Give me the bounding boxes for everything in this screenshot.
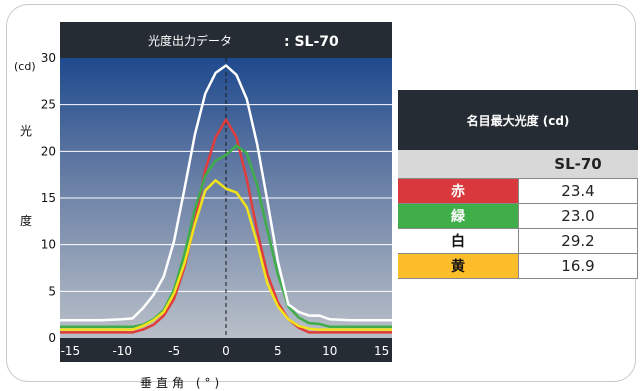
x-tick-label: 0	[222, 344, 230, 358]
color-name-cell: 白	[398, 229, 518, 253]
chart-title-bar	[60, 22, 392, 58]
x-tick-label: -15	[61, 344, 81, 358]
table-row: 緑 23.0	[398, 204, 638, 229]
y-axis-title-char: 度	[19, 214, 32, 228]
y-unit-label: (cd)	[14, 60, 36, 73]
y-tick-label: 30	[41, 51, 56, 65]
intensity-value-cell: 23.0	[518, 204, 638, 228]
y-axis-title-char: 光	[19, 124, 32, 138]
series-line-赤	[60, 118, 392, 334]
table-model: SL-70	[554, 155, 602, 173]
x-tick-label: 10	[322, 344, 337, 358]
table-row: 黄 16.9	[398, 254, 638, 279]
intensity-value-cell: 23.4	[518, 179, 638, 203]
chart-title: 光度出力データ	[148, 33, 232, 48]
y-tick-label: 10	[41, 238, 56, 252]
y-tick-label: 5	[48, 284, 56, 298]
x-tick-label: 15	[374, 344, 389, 358]
series-line-黄	[60, 179, 392, 331]
x-axis-bar	[60, 338, 392, 362]
table-subheader-blank	[398, 150, 518, 178]
table-header: 名目最大光度 (cd)	[398, 90, 638, 150]
y-tick-label: 0	[48, 331, 56, 345]
y-tick-label: 25	[41, 98, 56, 112]
chart-model: : SL-70	[284, 34, 339, 50]
intensity-value-cell: 29.2	[518, 229, 638, 253]
series-line-白	[60, 64, 392, 322]
y-tick-labels: 0 5 10 15 20 25 30	[41, 51, 56, 345]
x-tick-label: 5	[274, 344, 282, 358]
x-tick-label: -5	[168, 344, 180, 358]
table-row: 赤 23.4	[398, 179, 638, 204]
table-row: 白 29.2	[398, 229, 638, 254]
table-subheader: SL-70	[398, 150, 638, 178]
color-name-cell: 緑	[398, 204, 518, 228]
y-tick-label: 15	[41, 191, 56, 205]
x-axis-title: 垂直角 (°)	[140, 376, 224, 390]
y-tick-label: 20	[41, 144, 56, 158]
intensity-value-cell: 16.9	[518, 254, 638, 278]
color-name-cell: 黄	[398, 254, 518, 278]
table-rows: 赤 23.4 緑 23.0 白 29.2 黄 16.9	[398, 178, 638, 279]
x-tick-label: -10	[112, 344, 132, 358]
series-lines	[60, 64, 392, 334]
max-intensity-table: 名目最大光度 (cd) SL-70 赤 23.4 緑 23.0 白 29.2 黄 16.9	[398, 90, 638, 279]
color-name-cell: 赤	[398, 179, 518, 203]
x-tick-labels: -15 -10 -5 0 5 10 15	[61, 344, 390, 358]
